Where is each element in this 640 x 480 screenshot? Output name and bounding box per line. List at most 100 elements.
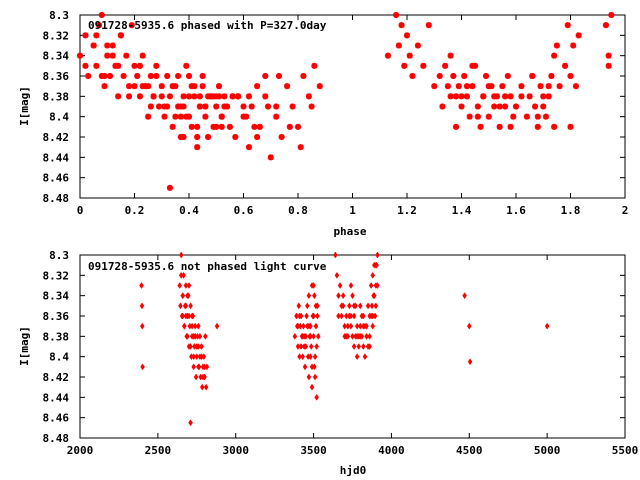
- phased-data-point: [82, 62, 89, 69]
- phased-data-point: [120, 73, 127, 79]
- unphased-data-point: [295, 322, 301, 330]
- unphased-data-point: [311, 332, 316, 340]
- unphased-data-point: [339, 302, 344, 310]
- unphased-data-point: [339, 312, 344, 320]
- phased-data-point: [131, 83, 138, 90]
- unphased-data-point: [367, 332, 372, 340]
- phased-data-point: [395, 42, 402, 49]
- unphased-x-tick-label: 2000: [67, 444, 94, 457]
- phased-data-point: [93, 32, 100, 39]
- phased-data-point: [218, 123, 225, 130]
- phased-data-point: [169, 123, 176, 130]
- phased-data-point: [507, 123, 514, 130]
- unphased-data-point: [312, 363, 317, 371]
- phased-data-point: [286, 123, 293, 130]
- phased-data-point: [491, 93, 498, 100]
- phased-data-point: [278, 134, 285, 140]
- unphased-data-point: [370, 271, 376, 279]
- unphased-data-point: [334, 271, 340, 279]
- phased-data-point: [305, 93, 312, 100]
- phased-data-point: [534, 113, 541, 120]
- unphased-data-point: [312, 373, 318, 381]
- phased-data-point: [101, 73, 108, 79]
- phased-x-tick-label: 0.2: [125, 204, 145, 217]
- unphased-data-point: [193, 373, 199, 381]
- phased-data-point: [447, 93, 454, 100]
- unphased-data-point: [194, 343, 200, 350]
- unphased-data-point: [191, 353, 196, 361]
- unphased-x-tick-label: 5500: [612, 444, 639, 457]
- unphased-data-point: [347, 312, 352, 320]
- phased-data-point: [117, 32, 124, 39]
- unphased-data-point: [462, 292, 467, 300]
- unphased-data-point: [192, 322, 198, 330]
- phased-data-point: [469, 62, 476, 69]
- unphased-data-point: [342, 322, 348, 330]
- phased-data-point: [384, 52, 391, 59]
- phased-x-tick-label: 2: [622, 204, 629, 217]
- unphased-data-point: [182, 322, 187, 330]
- unphased-data-point: [313, 302, 319, 310]
- unphased-data-point: [180, 292, 186, 300]
- unphased-data-point: [466, 322, 472, 330]
- unphased-data-point: [348, 282, 354, 289]
- phased-data-point: [104, 52, 111, 59]
- unphased-x-tick-label: 2500: [145, 444, 172, 457]
- unphased-data-point: [186, 312, 192, 320]
- phased-data-point: [90, 42, 97, 49]
- phased-data-point: [526, 93, 533, 100]
- phased-data-point: [188, 83, 195, 90]
- phased-data-point: [507, 93, 514, 100]
- phased-data-point: [256, 123, 263, 130]
- phased-data-point: [406, 52, 413, 59]
- unphased-data-point: [357, 332, 363, 340]
- phased-data-point: [284, 83, 291, 90]
- unphased-data-point: [361, 343, 366, 350]
- unphased-data-point: [361, 322, 366, 330]
- phased-data-point: [431, 83, 438, 90]
- unphased-data-point: [199, 383, 205, 391]
- phased-data-point: [180, 134, 187, 140]
- unphased-data-point: [202, 363, 207, 371]
- phased-data-point: [537, 83, 544, 90]
- unphased-chart-title: 091728-5935.6 not phased light curve: [88, 260, 327, 273]
- unphased-y-tick-label: 8.38: [43, 330, 70, 343]
- unphased-data-point: [375, 251, 380, 259]
- phased-data-point: [518, 83, 525, 90]
- phased-data-point: [570, 42, 577, 49]
- phased-data-point: [188, 123, 195, 130]
- unphased-x-tick-label: 3500: [300, 444, 327, 457]
- phased-data-point: [532, 103, 539, 110]
- phased-data-point: [455, 83, 462, 90]
- unphased-data-point: [305, 302, 310, 310]
- phased-y-tick-label: 8.34: [43, 50, 70, 63]
- phased-data-point: [265, 103, 272, 110]
- phased-data-point: [186, 113, 192, 120]
- phased-data-point: [504, 73, 511, 79]
- unphased-chart-ylabel: I[mag]: [18, 326, 31, 366]
- phased-x-tick-label: 1.6: [506, 204, 526, 217]
- phased-data-point: [194, 134, 201, 140]
- unphased-data-point: [139, 282, 144, 289]
- unphased-data-point: [544, 322, 550, 330]
- phased-data-point: [202, 103, 209, 110]
- phased-data-point: [545, 83, 552, 90]
- unphased-data-point: [139, 322, 145, 330]
- phased-data-point: [289, 103, 296, 110]
- phased-data-point: [420, 62, 427, 69]
- phased-data-point: [180, 93, 187, 100]
- unphased-data-point: [357, 302, 363, 310]
- phased-data-point: [161, 113, 168, 120]
- phased-data-point: [450, 73, 457, 79]
- phased-data-point: [605, 52, 612, 59]
- unphased-data-point: [300, 353, 305, 361]
- unphased-data-point: [333, 251, 338, 259]
- phased-data-point: [101, 83, 108, 90]
- phased-y-tick-label: 8.38: [43, 90, 70, 103]
- phased-data-point: [226, 123, 233, 130]
- phased-data-point: [608, 12, 615, 18]
- phased-data-point: [474, 113, 481, 120]
- unphased-data-point: [351, 312, 357, 320]
- phased-data-point: [562, 62, 569, 69]
- phased-data-point: [82, 32, 89, 39]
